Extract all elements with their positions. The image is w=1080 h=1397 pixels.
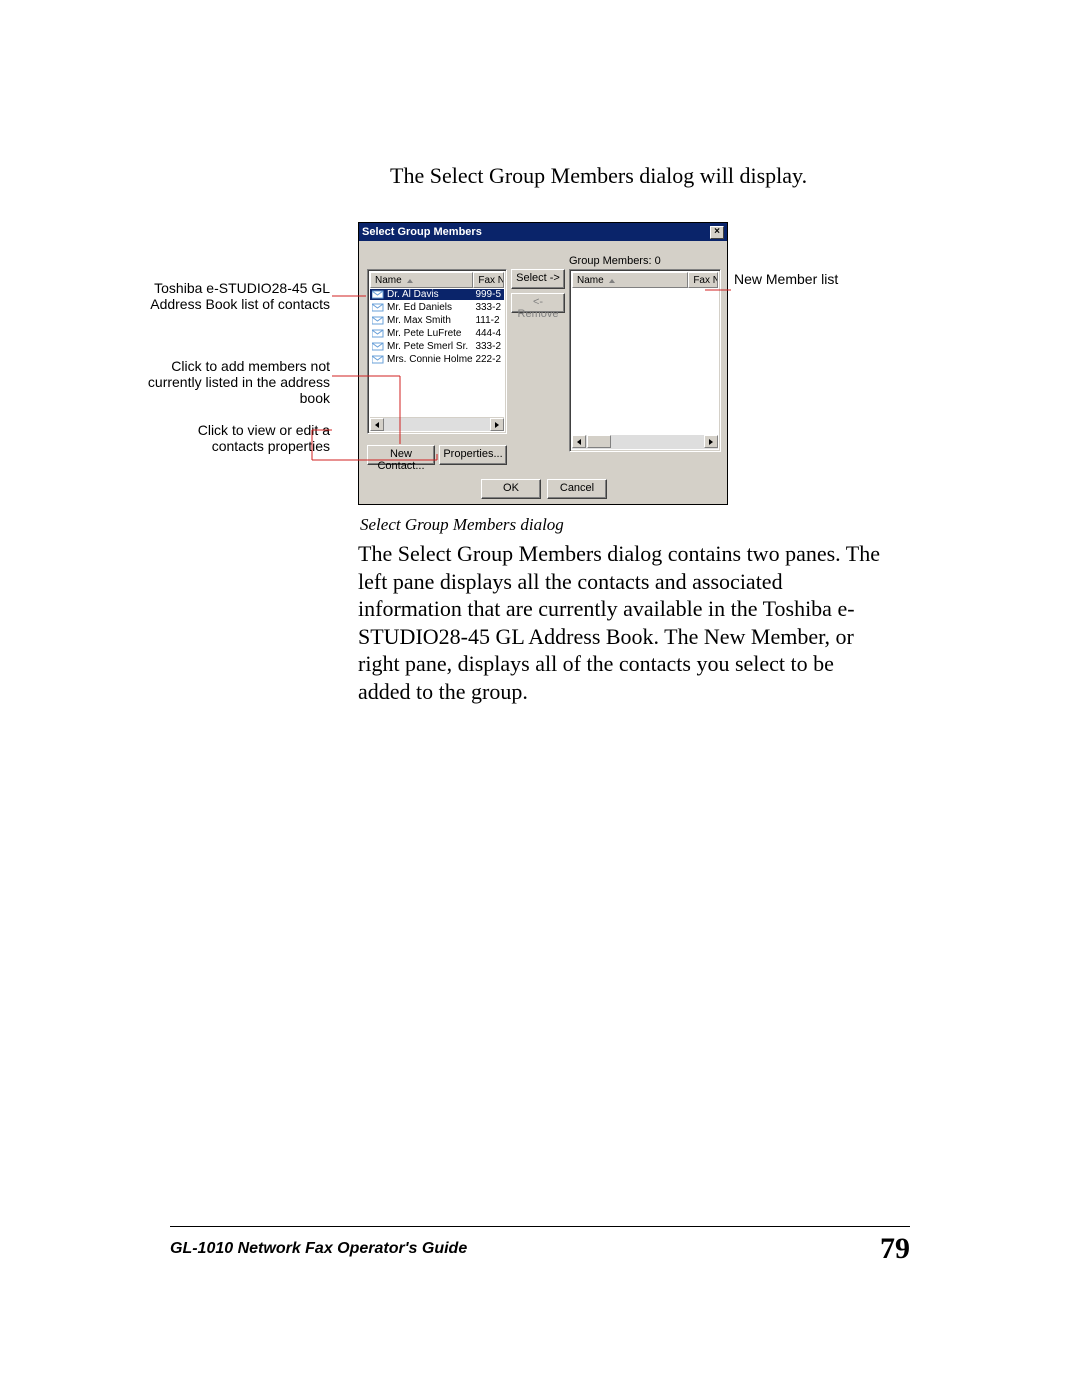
sort-ascending-icon [407,279,413,283]
contact-fax-cell: 222-2 [473,354,504,365]
column-header-fax[interactable]: Fax N [688,272,718,288]
scroll-right-icon[interactable] [704,435,718,448]
callout-new-member-list: New Member list [734,271,838,287]
contact-card-icon [372,355,384,364]
contacts-list-headers: Name Fax N [370,272,504,288]
dialog-title: Select Group Members [362,226,482,238]
contact-name-label: Mr. Pete Smerl Sr. [387,341,468,352]
close-icon[interactable]: × [710,226,724,239]
select-group-members-dialog: Select Group Members × Group Members: 0 … [358,222,728,505]
dialog-titlebar: Select Group Members × [359,223,727,241]
remove-button[interactable]: <- Remove [511,293,565,313]
properties-button[interactable]: Properties... [439,445,507,465]
contact-name-cell: Mr. Pete LuFrete [370,328,473,339]
cancel-button[interactable]: Cancel [547,479,607,499]
contact-fax-cell: 111-2 [473,315,504,326]
scroll-right-icon[interactable] [490,418,504,431]
list-item[interactable]: Mrs. Connie Holmes222-2 [370,353,504,366]
scroll-left-icon[interactable] [572,435,586,448]
members-list-headers: Name Fax N [572,272,718,288]
contact-name-cell: Dr. Al Davis [370,289,473,300]
members-list[interactable]: Name Fax N [569,269,721,452]
column-header-fax[interactable]: Fax N [473,272,504,288]
select-button[interactable]: Select -> [511,269,565,289]
intro-text: The Select Group Members dialog will dis… [390,163,807,189]
column-header-name[interactable]: Name [370,272,473,288]
contacts-list[interactable]: Name Fax N Dr. Al Davis999-5Mr. Ed Danie… [367,269,507,434]
list-item[interactable]: Mr. Max Smith 111-2 [370,314,504,327]
new-contact-button[interactable]: New Contact... [367,445,435,465]
sort-ascending-icon [609,279,615,283]
contact-name-cell: Mrs. Connie Holmes [370,354,473,365]
page-number: 79 [880,1232,910,1266]
contacts-list-hscrollbar[interactable] [370,417,504,431]
contact-fax-cell: 999-5 [473,289,504,300]
contact-card-icon [372,316,384,325]
ok-button[interactable]: OK [481,479,541,499]
contact-card-icon [372,290,384,299]
list-item[interactable]: Mr. Pete LuFrete 444-4 [370,327,504,340]
body-paragraph: The Select Group Members dialog contains… [358,540,888,705]
contact-card-icon [372,303,384,312]
column-header-name-label: Name [577,275,604,286]
scrollbar-thumb[interactable] [587,435,611,448]
list-item[interactable]: Dr. Al Davis 999-5 [370,288,504,301]
column-header-name-label: Name [375,275,402,286]
members-list-hscrollbar[interactable] [572,435,718,449]
footer-guide-title: GL-1010 Network Fax Operator's Guide [170,1240,467,1258]
callout-view-edit: Click to view or edit a contacts propert… [145,422,330,454]
list-item[interactable]: Mr. Ed Daniels 333-2 [370,301,504,314]
column-header-name[interactable]: Name [572,272,688,288]
contact-name-label: Mrs. Connie Holmes [387,354,473,365]
callout-address-book: Toshiba e-STUDIO28-45 GL Address Book li… [145,280,330,312]
contact-name-label: Mr. Ed Daniels [387,302,452,313]
group-members-count-label: Group Members: 0 [569,255,661,267]
scroll-left-icon[interactable] [370,418,384,431]
contact-name-label: Mr. Max Smith [387,315,451,326]
contact-name-label: Mr. Pete LuFrete [387,328,461,339]
contact-name-label: Dr. Al Davis [387,289,439,300]
contact-card-icon [372,329,384,338]
contact-fax-cell: 333-2 [473,302,504,313]
footer-rule [170,1226,910,1227]
contact-fax-cell: 333-2 [473,341,504,352]
contact-name-cell: Mr. Pete Smerl Sr. [370,341,473,352]
contact-name-cell: Mr. Ed Daniels [370,302,473,313]
contact-card-icon [372,342,384,351]
dialog-caption: Select Group Members dialog [360,515,564,535]
callout-add-members: Click to add members not currently liste… [145,358,330,406]
contact-name-cell: Mr. Max Smith [370,315,473,326]
list-item[interactable]: Mr. Pete Smerl Sr. 333-2 [370,340,504,353]
contact-fax-cell: 444-4 [473,328,504,339]
